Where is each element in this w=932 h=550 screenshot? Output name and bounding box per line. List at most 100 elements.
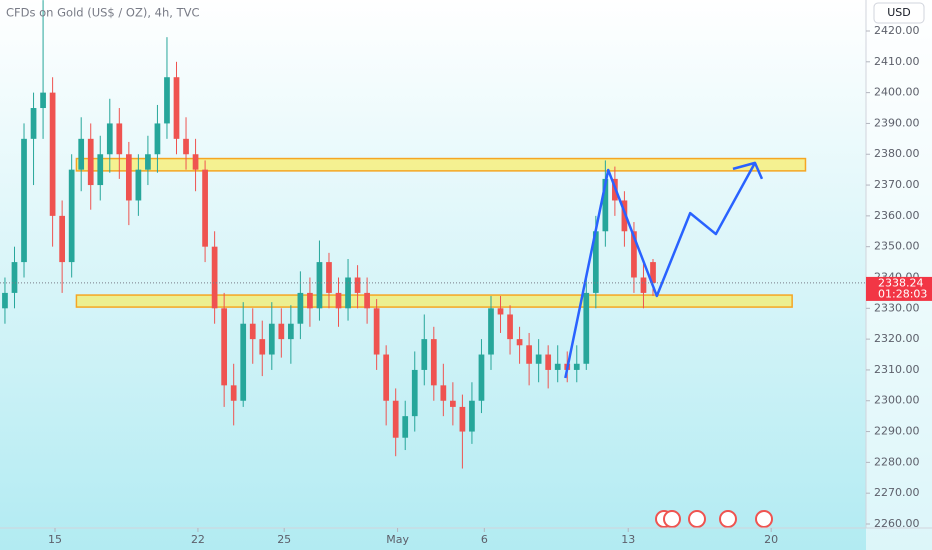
candle-body bbox=[354, 277, 361, 293]
projection-line bbox=[564, 162, 757, 379]
y-tick-label: 2370.00 bbox=[874, 178, 920, 191]
candle-body bbox=[326, 262, 332, 293]
y-tick-label: 2280.00 bbox=[874, 455, 920, 468]
event-icon[interactable] bbox=[663, 510, 681, 528]
x-tick-label: 22 bbox=[191, 533, 205, 546]
y-tick-label: 2350.00 bbox=[874, 240, 920, 253]
candle-body bbox=[373, 308, 380, 355]
x-tick-label: May bbox=[386, 533, 409, 546]
event-icon[interactable] bbox=[688, 510, 706, 528]
price-axis bbox=[866, 0, 932, 550]
candle-body bbox=[545, 354, 552, 370]
x-tick-label: 13 bbox=[621, 533, 635, 546]
candle-body bbox=[411, 369, 418, 417]
candle-body bbox=[97, 154, 104, 186]
candle-body bbox=[145, 154, 151, 170]
y-tick-label: 2290.00 bbox=[874, 425, 920, 438]
candle-body bbox=[402, 416, 409, 438]
y-tick-label: 2420.00 bbox=[874, 24, 920, 37]
candle-body bbox=[469, 400, 475, 432]
candle-body bbox=[583, 292, 590, 364]
candle-body bbox=[488, 308, 494, 355]
candle-body bbox=[221, 308, 228, 386]
candle-body bbox=[383, 354, 390, 401]
zone bbox=[75, 157, 807, 172]
currency-label: USD bbox=[887, 6, 911, 19]
countdown-label: 01:28:03 bbox=[878, 287, 927, 300]
candle-body bbox=[430, 339, 437, 386]
candle-body bbox=[2, 292, 8, 309]
event-icon[interactable] bbox=[719, 510, 737, 528]
y-tick-label: 2320.00 bbox=[874, 332, 920, 345]
candle-body bbox=[650, 262, 656, 283]
candle-body bbox=[240, 323, 247, 401]
candle-body bbox=[287, 323, 294, 340]
last-price-label: 2338.24 bbox=[878, 276, 924, 289]
candle-body bbox=[21, 138, 27, 263]
candle-body bbox=[278, 323, 285, 340]
x-tick-label: 6 bbox=[481, 533, 488, 546]
y-tick-label: 2410.00 bbox=[874, 55, 920, 68]
candle-body bbox=[125, 154, 132, 201]
candle-body bbox=[459, 406, 466, 432]
candle-body bbox=[68, 169, 75, 263]
currency-button[interactable] bbox=[873, 2, 925, 24]
candle-body bbox=[450, 400, 456, 407]
projection-arrowhead bbox=[732, 161, 764, 180]
candle-body bbox=[192, 154, 199, 170]
zone bbox=[75, 294, 793, 308]
chart-title: CFDs on Gold (US$ / OZ), 4h, TVC bbox=[6, 6, 200, 20]
candle-body bbox=[345, 277, 351, 309]
candle-body bbox=[211, 246, 218, 309]
candle-body bbox=[59, 215, 65, 263]
candle-body bbox=[364, 292, 370, 309]
y-tick-label: 2260.00 bbox=[874, 517, 920, 530]
candle-body bbox=[106, 123, 113, 155]
candle-body bbox=[183, 138, 189, 155]
candle-body bbox=[116, 123, 123, 155]
candle-body bbox=[592, 231, 599, 293]
candle-body bbox=[249, 323, 256, 340]
last-price-box bbox=[866, 276, 932, 301]
candle-body bbox=[230, 385, 237, 401]
y-tick-label: 2360.00 bbox=[874, 209, 920, 222]
candle-body bbox=[535, 354, 542, 364]
event-icons bbox=[655, 510, 773, 528]
candle-body bbox=[30, 108, 37, 139]
x-tick-label: 25 bbox=[277, 533, 291, 546]
candle-body bbox=[392, 400, 399, 438]
candle-body bbox=[516, 339, 523, 346]
candle-body bbox=[507, 314, 513, 340]
candle-body bbox=[478, 354, 485, 401]
candle-body bbox=[335, 292, 342, 309]
candle-body bbox=[640, 277, 647, 293]
candle-body bbox=[135, 169, 142, 201]
y-tick-label: 2330.00 bbox=[874, 301, 920, 314]
candle-body bbox=[554, 363, 561, 370]
y-tick-label: 2270.00 bbox=[874, 486, 920, 499]
candle-body bbox=[268, 323, 275, 355]
candle-body bbox=[573, 363, 580, 370]
x-tick-label: 20 bbox=[764, 533, 778, 546]
candle-body bbox=[631, 231, 637, 278]
x-tick-label: 15 bbox=[48, 533, 62, 546]
candle-body bbox=[497, 308, 504, 315]
candle-body bbox=[307, 292, 313, 309]
candle-body bbox=[78, 138, 85, 170]
y-tick-label: 2380.00 bbox=[874, 147, 920, 160]
event-icon[interactable] bbox=[755, 510, 773, 528]
candle-body bbox=[621, 200, 628, 232]
candle-body bbox=[421, 339, 428, 370]
y-tick-label: 2400.00 bbox=[874, 86, 920, 99]
candle-body bbox=[49, 92, 56, 216]
candle-body bbox=[154, 123, 161, 155]
candle-body bbox=[40, 92, 46, 109]
y-tick-label: 2390.00 bbox=[874, 116, 920, 129]
candle-body bbox=[602, 178, 609, 232]
candle-body bbox=[297, 292, 304, 324]
candle-body bbox=[164, 77, 170, 124]
y-tick-label: 2300.00 bbox=[874, 394, 920, 407]
candle-body bbox=[87, 138, 94, 186]
